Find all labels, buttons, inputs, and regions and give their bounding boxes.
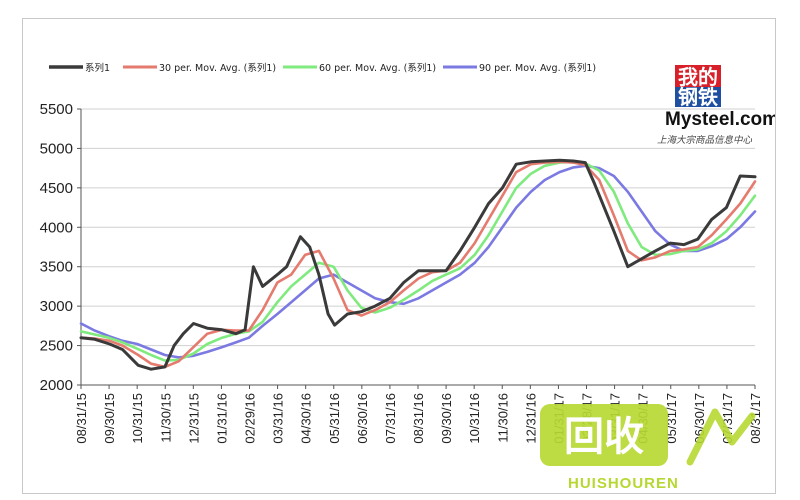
legend-label-3: 90 per. Mov. Avg. (系列1) (479, 62, 596, 74)
x-tick-label: 08/31/17 (748, 393, 763, 444)
legend-label-1: 30 per. Mov. Avg. (系列1) (159, 62, 276, 74)
line-chart: 系列1 30 per. Mov. Avg. (系列1) 60 per. Mov. A… (40, 62, 775, 444)
logo-sub: 上海大宗商品信息中心 (657, 134, 753, 146)
y-axis-tick-labels: 2000 2500 3000 3500 4000 4500 5000 5500 (40, 101, 73, 394)
series-line-3 (79, 164, 757, 359)
series-layer (79, 158, 757, 371)
watermark-check-icon (686, 408, 756, 466)
x-tick-label: 03/31/16 (271, 393, 286, 444)
x-tick-label: 10/31/16 (467, 393, 482, 444)
legend-label-0: 系列1 (85, 62, 110, 74)
mysteel-logo: 我的 钢铁 Mysteel.com 上海大宗商品信息中心 (657, 65, 775, 146)
logo-cn-top: 我的 (678, 65, 718, 89)
x-tick-label: 08/31/16 (411, 393, 426, 444)
y-tick-label: 3500 (40, 259, 73, 276)
chart-frame: 系列1 30 per. Mov. Avg. (系列1) 60 per. Mov. A… (22, 18, 776, 494)
x-tick-label: 12/31/16 (523, 393, 538, 444)
y-tick-label: 3000 (40, 298, 73, 315)
x-tick-label: 10/31/15 (130, 393, 145, 444)
watermark-en: HUISHOUREN (568, 475, 679, 492)
series-line-0 (79, 158, 757, 371)
logo-en: Mysteel.com (665, 109, 775, 130)
y-gridlines (77, 108, 755, 386)
y-tick-label: 5000 (40, 140, 73, 157)
legend: 系列1 30 per. Mov. Avg. (系列1) 60 per. Mov. A… (49, 62, 596, 74)
watermark-green-block (540, 404, 668, 466)
x-tick-label: 07/31/16 (383, 393, 398, 444)
y-tick-label: 2000 (40, 377, 73, 394)
x-tick-label: 11/30/16 (495, 393, 510, 443)
logo-block-top (675, 65, 721, 87)
y-tick-label: 4500 (40, 180, 73, 197)
y-tick-label: 4000 (40, 219, 73, 236)
huishouren-watermark: 回收 HUISHOUREN (540, 404, 756, 492)
series-line-2 (79, 160, 757, 362)
legend-label-2: 60 per. Mov. Avg. (系列1) (319, 62, 436, 74)
x-tick-label: 11/30/15 (158, 393, 173, 443)
x-tick-label: 06/30/16 (355, 393, 370, 444)
logo-cn-bottom: 钢铁 (678, 85, 718, 109)
logo-block-bottom (675, 87, 721, 107)
x-tick-label: 09/30/15 (102, 393, 117, 444)
x-tick-label: 05/31/16 (327, 393, 342, 444)
x-tick-label: 08/31/15 (74, 393, 89, 444)
x-tick-label: 02/29/16 (243, 393, 258, 444)
x-tick-label: 01/31/16 (214, 393, 229, 444)
x-tick-label: 04/30/16 (299, 393, 314, 444)
x-tick-label: 12/31/15 (186, 393, 201, 444)
y-tick-label: 5500 (40, 101, 73, 118)
y-tick-label: 2500 (40, 338, 73, 355)
watermark-cn: 回收 (564, 414, 644, 460)
x-tick-label: 09/30/16 (439, 393, 454, 444)
